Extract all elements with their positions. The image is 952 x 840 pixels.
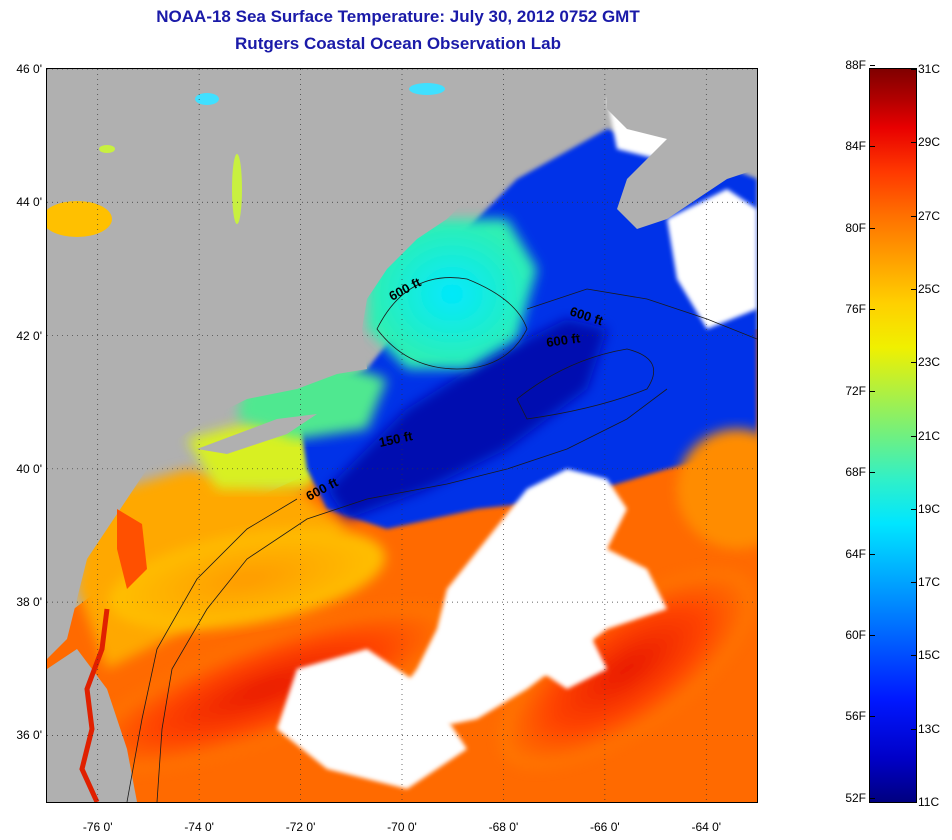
colorbar-tick [911, 508, 916, 510]
colorbar-tick [911, 69, 916, 70]
land-nova-scotia [607, 69, 757, 229]
delaware-bay [117, 509, 147, 589]
colorbar-celsius-label: 29C [918, 135, 941, 150]
colorbar-celsius-label: 23C [918, 355, 941, 370]
colorbar-tick [911, 655, 916, 657]
colorbar-fahrenheit-label: 72F [845, 383, 866, 398]
latitude-tick-label: 42 0' [16, 328, 42, 343]
latitude-tick-label: 46 0' [16, 62, 42, 76]
contour-line-east [526, 288, 757, 340]
colorbar-tick [911, 728, 916, 730]
latitude-tick-label: 44 0' [16, 195, 42, 210]
map-subtitle: Rutgers Coastal Ocean Observation Lab [235, 34, 561, 53]
lake-small-3 [99, 145, 115, 153]
contour-line-shelf [156, 388, 668, 802]
colorbar-celsius-label: 27C [918, 208, 941, 223]
longitude-tick-label: -74 0' [184, 820, 214, 834]
longitude-tick-label: -70 0' [387, 820, 417, 834]
land-long-island [197, 414, 317, 454]
colorbar-fahrenheit-label: 68F [845, 465, 866, 480]
colorbar-tick [911, 802, 916, 803]
ocean-cyan-gulf [367, 219, 537, 369]
longitude-tick-label: -64 0' [691, 820, 722, 834]
lake-ontario [47, 201, 112, 237]
colorbar-tick [911, 435, 916, 437]
colorbar-fahrenheit-label: 60F [845, 628, 866, 643]
warm-shelf-ring [108, 528, 386, 630]
cloud-mass-south [277, 649, 467, 789]
colorbar-tick [870, 553, 875, 555]
map-title: NOAA-18 Sea Surface Temperature: July 30… [156, 7, 640, 26]
lake-champlain [232, 154, 242, 224]
colorbar-celsius-label: 13C [918, 721, 941, 736]
sst-map-canvas: 600 ft 600 ft 600 ft 150 ft 600 ft [47, 69, 757, 802]
colorbar-tick [870, 716, 875, 718]
warm-core-ring-a [78, 606, 456, 772]
colorbar-celsius-label: 17C [918, 575, 941, 590]
colorbar-fahrenheit-label: 88F [845, 57, 866, 72]
colorbar-tick [870, 146, 875, 148]
colorbar-tick [870, 64, 875, 66]
colorbar-fahrenheit-label: 56F [845, 709, 866, 724]
colorbar-tick [911, 215, 916, 217]
colorbar-tick [870, 797, 875, 799]
colorbar-tick [870, 472, 875, 474]
colorbar-tick [870, 390, 875, 392]
colorbar-celsius-label: 21C [918, 428, 941, 443]
latitude-tick-label: 36 0' [16, 728, 42, 743]
temperature-colorbar [869, 68, 917, 803]
land-northeast-us [47, 69, 607, 659]
contour-line-gulf [376, 277, 528, 370]
latitude-tick-label: 38 0' [16, 595, 42, 610]
warm-east-patch [677, 429, 757, 549]
colorbar-celsius-label: 15C [918, 648, 941, 663]
bathymetry-contours [126, 277, 757, 802]
colorbar-fahrenheit-label: 76F [845, 302, 866, 317]
colorbar-tick [911, 288, 916, 290]
sst-map: 600 ft 600 ft 600 ft 150 ft 600 ft [46, 68, 758, 803]
lake-small-2 [409, 83, 445, 95]
colorbar-tick [911, 582, 916, 584]
colorbar-fahrenheit-label: 64F [845, 546, 866, 561]
lake-small-1 [195, 93, 219, 105]
latitude-tick-label: 40 0' [16, 461, 42, 476]
longitude-tick-label: -72 0' [285, 820, 316, 834]
map-grid [47, 69, 757, 802]
colorbar-tick [870, 635, 875, 637]
colorbar-fahrenheit-label: 80F [845, 220, 866, 235]
cloud-south-patch [537, 629, 607, 689]
colorbar-fahrenheit-label: 52F [845, 790, 866, 805]
colorbar-tick [911, 362, 916, 364]
colorbar-celsius-label: 11C [918, 795, 940, 809]
contour-line-georges [516, 348, 655, 420]
cloud-mass-central [387, 469, 667, 729]
warm-core-ring-b [499, 569, 755, 769]
longitude-tick-label: -66 0' [590, 820, 620, 834]
chesapeake-bay [79, 608, 110, 802]
colorbar-tick [870, 309, 875, 311]
colorbar-tick [870, 227, 875, 229]
contour-label: 150 ft [378, 428, 415, 450]
contour-line-inner [126, 498, 298, 802]
colorbar-celsius-label: 31C [918, 62, 941, 76]
colorbar-fahrenheit-label: 84F [845, 139, 866, 154]
colorbar-celsius-label: 25C [918, 281, 941, 296]
longitude-tick-label: -76 0' [82, 820, 113, 834]
colorbar-tick [911, 142, 916, 144]
cloud-mass-east [667, 189, 757, 329]
colorbar-celsius-label: 19C [918, 501, 941, 516]
longitude-tick-label: -68 0' [488, 820, 519, 834]
